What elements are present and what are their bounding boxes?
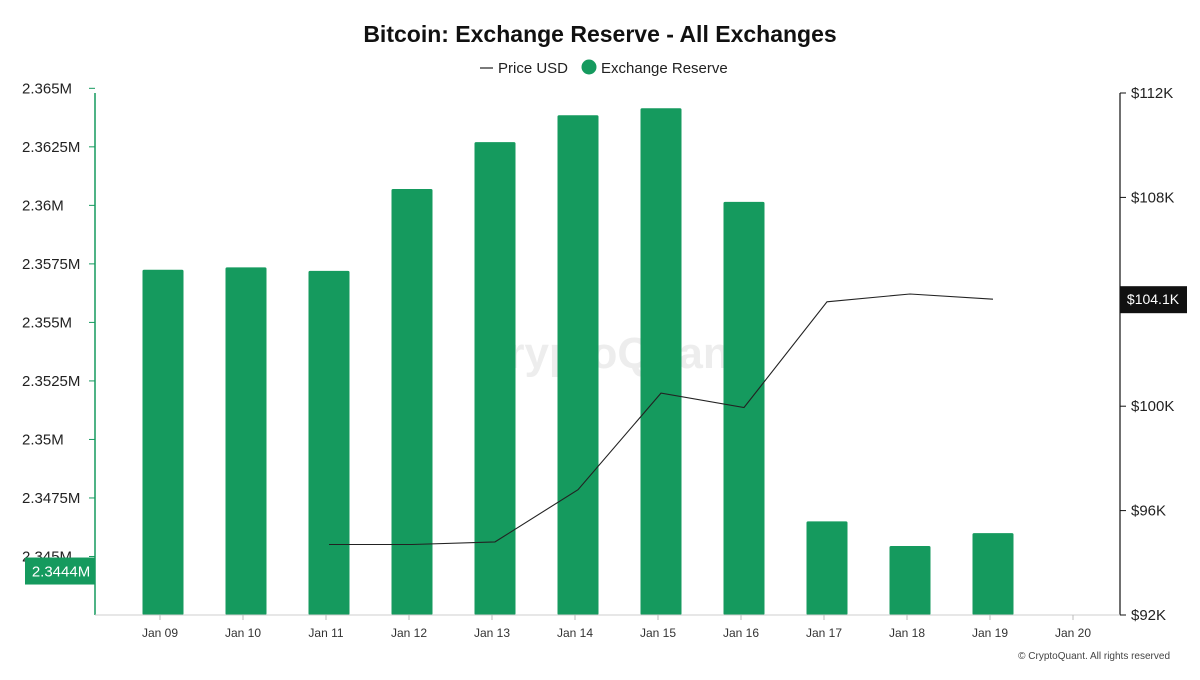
x-tick-label: Jan 13 xyxy=(474,626,510,640)
reserve-bar-jan-16 xyxy=(723,201,765,615)
reserve-bar-jan-12 xyxy=(391,188,433,616)
right-highlight-label: $104.1K xyxy=(1127,291,1180,307)
right-highlight-box xyxy=(1120,286,1187,314)
price-line xyxy=(329,293,994,546)
left-tick-label: 2.3525M xyxy=(22,373,80,390)
left-axis-ticks: 2.365M 2.3625M 2.36M 2.3575M 2.355M 2.3525M 2.… xyxy=(22,80,95,565)
left-tick-label: 2.36M xyxy=(22,197,64,214)
left-tick-label: 2.365M xyxy=(22,80,72,97)
right-axis-current-value: $104.1K xyxy=(1120,286,1187,314)
left-tick-label: 2.3625M xyxy=(22,139,80,156)
reserve-bar-jan-13 xyxy=(474,142,516,615)
chart-title: Bitcoin: Exchange Reserve - All Exchange… xyxy=(363,21,836,47)
reserve-bar-jan-11 xyxy=(308,270,350,615)
x-tick-label: Jan 09 xyxy=(142,626,178,640)
x-tick-label: Jan 17 xyxy=(806,626,842,640)
left-tick-label: 2.3475M xyxy=(22,490,80,507)
right-tick-label: $100K xyxy=(1131,398,1174,415)
left-highlight-box xyxy=(25,557,95,585)
right-tick-label: $108K xyxy=(1131,189,1174,206)
left-tick-label: 2.355M xyxy=(22,314,72,331)
left-highlight-label: 2.3444M xyxy=(32,564,90,581)
left-axis-current-value: 2.3444M xyxy=(25,557,95,585)
right-axis-ticks: $112K $108K $100K $96K $92K xyxy=(1120,85,1174,624)
right-tick-label: $96K xyxy=(1131,503,1166,520)
x-tick-label: Jan 12 xyxy=(391,626,427,640)
bar-series xyxy=(142,108,1014,616)
x-tick-label: Jan 20 xyxy=(1055,626,1091,640)
legend-dot-swatch xyxy=(581,59,597,75)
left-tick-label: 2.3575M xyxy=(22,256,80,273)
reserve-bar-jan-10 xyxy=(225,267,267,615)
legend-entry-price: Price USD xyxy=(498,60,568,77)
x-tick-label: Jan 10 xyxy=(225,626,261,640)
x-tick-label: Jan 14 xyxy=(557,626,593,640)
reserve-bar-jan-17 xyxy=(806,521,848,615)
reserve-bar-jan-19 xyxy=(972,533,1014,615)
reserve-bar-jan-18 xyxy=(889,545,931,615)
x-tick-label: Jan 19 xyxy=(972,626,1008,640)
left-tick-label: 2.35M xyxy=(22,431,64,448)
x-axis-ticks: Jan 09 Jan 10 Jan 11 Jan 12 Jan 13 Jan 14 Jan … xyxy=(142,615,1091,640)
x-tick-label: Jan 15 xyxy=(640,626,676,640)
x-tick-label: Jan 16 xyxy=(723,626,759,640)
reserve-bar-jan-15 xyxy=(640,108,682,616)
x-tick-label: Jan 18 xyxy=(889,626,925,640)
reserve-bar-jan-14 xyxy=(557,115,599,615)
copyright-notice: © CryptoQuant. All rights reserved xyxy=(1018,651,1170,662)
right-tick-label: $112K xyxy=(1131,85,1173,102)
watermark: CryptoQuant xyxy=(476,329,745,378)
x-tick-label: Jan 11 xyxy=(308,626,343,640)
reserve-bar-jan-09 xyxy=(142,269,184,615)
legend-entry-reserve: Exchange Reserve xyxy=(601,60,728,77)
right-tick-label: $92K xyxy=(1131,607,1166,624)
legend: Price USD Exchange Reserve xyxy=(480,59,728,77)
